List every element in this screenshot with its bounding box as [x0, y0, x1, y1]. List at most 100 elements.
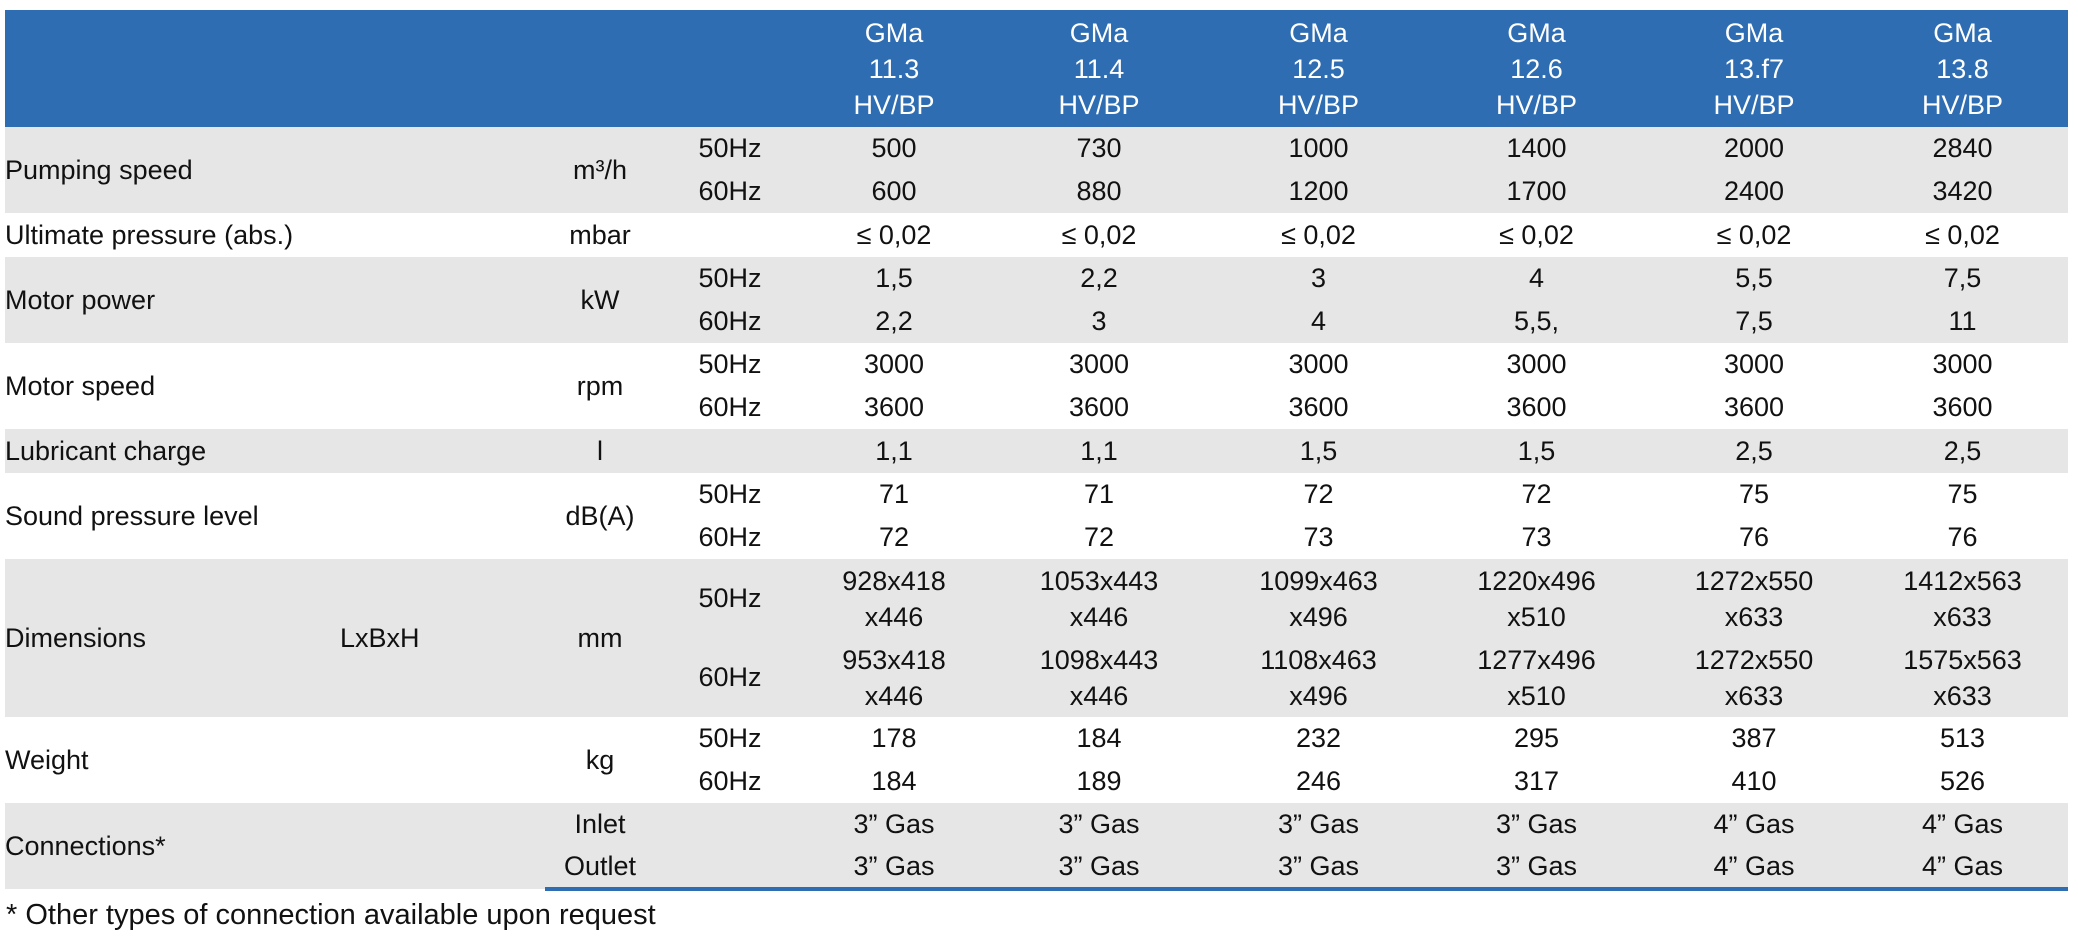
connections-row-inlet: Connections* Inlet 3” Gas 3” Gas 3” Gas …: [5, 803, 2068, 889]
model-header: GMa 13.8 HV/BP: [1857, 10, 2068, 127]
model-header: GMa 12.6 HV/BP: [1422, 10, 1651, 127]
value-cell: 4” Gas: [1651, 803, 1857, 846]
param-label: Motor power: [5, 257, 340, 343]
param-unit: mm: [545, 559, 655, 717]
param-unit: kg: [585, 744, 615, 775]
param-sublabel: [340, 473, 545, 559]
model-number: 13.f7: [1723, 53, 1785, 84]
value-cell: 72: [1303, 479, 1334, 509]
value-cell: 4” Gas: [1857, 846, 2068, 891]
param-unit: rpm: [576, 370, 624, 401]
value-cell: 2840: [1857, 127, 2068, 170]
value-cell: 7,5: [1857, 257, 2068, 300]
frequency-label: 50Hz: [698, 479, 762, 509]
value-cell: 317: [1513, 766, 1560, 796]
value-cell: 1400: [1422, 127, 1651, 170]
value-cell: 71: [878, 479, 910, 509]
value-cell: 2,5: [1857, 429, 2068, 473]
connection-type-label: Outlet: [545, 846, 655, 891]
param-label: Lubricant charge: [5, 429, 340, 473]
value-cell: 3” Gas: [805, 803, 983, 846]
value-cell: 5,5: [1651, 257, 1857, 300]
value-cell: 500: [805, 127, 983, 170]
model-header: GMa 13.f7 HV/BP: [1651, 10, 1857, 127]
value-cell: 1,5: [1215, 429, 1422, 473]
model-variant: HV/BP: [1058, 89, 1140, 120]
param-unit: m³/h: [545, 127, 655, 213]
value-cell: 3000: [1068, 349, 1130, 379]
value-cell: 72: [878, 522, 910, 552]
sound-pressure-row-50hz: Sound pressure level dB(A) 50Hz 71 71 72…: [5, 473, 2068, 531]
value-cell: 3” Gas: [1215, 803, 1422, 846]
dimension-line: 1412x563: [1903, 565, 2022, 596]
param-sublabel: [340, 717, 545, 803]
param-label: Pumping speed: [5, 127, 340, 213]
param-unit: mbar: [569, 219, 631, 250]
value-cell: 3: [1215, 257, 1422, 300]
motor-power-row-60hz: 60Hz 2,2 3 4 5,5, 7,5 11: [5, 300, 2068, 343]
value-cell: 387: [1731, 723, 1777, 753]
frequency-label: [655, 803, 805, 846]
value-cell: 1575x563 x633: [1857, 638, 2068, 717]
value-cell: 4” Gas: [1857, 803, 2068, 846]
param-label: Dimensions: [5, 559, 340, 717]
value-cell: 2400: [1651, 170, 1857, 213]
lubricant-charge-row: Lubricant charge l 1,1 1,1 1,5 1,5 2,5 2…: [5, 429, 2068, 473]
value-cell: 4: [1422, 257, 1651, 300]
dimensions-row-60hz: 60Hz 953x418 x446 1098x443 x446 1108x463 x4…: [5, 638, 2068, 717]
motor-speed-row-50hz: Motor speed rpm 50Hz 3000 3000 3000 3000…: [5, 343, 2068, 401]
frequency-label: [655, 846, 805, 891]
frequency-label: 60Hz: [698, 522, 762, 552]
value-cell: 3000: [1506, 349, 1567, 379]
frequency-label: 50Hz: [698, 349, 762, 379]
value-cell: 3600: [1723, 392, 1785, 422]
value-cell: 184: [1076, 723, 1122, 753]
model-series: GMa: [864, 17, 924, 48]
value-cell: 1053x443 x446: [983, 559, 1215, 638]
dimension-line: x633: [1724, 601, 1784, 632]
model-variant: HV/BP: [1713, 89, 1795, 120]
value-cell: ≤ 0,02: [1716, 219, 1792, 250]
frequency-label: 50Hz: [655, 257, 805, 300]
param-label: Sound pressure level: [5, 500, 259, 531]
value-cell: 410: [1731, 766, 1777, 796]
dimension-line: 1272x550: [1694, 565, 1814, 596]
value-cell: 3000: [1932, 349, 1993, 379]
model-number: 12.5: [1292, 53, 1345, 84]
model-header: GMa 11.4 HV/BP: [983, 10, 1215, 127]
model-variant: HV/BP: [1921, 89, 2004, 120]
value-cell: 3600: [863, 392, 925, 422]
model-variant: HV/BP: [1277, 89, 1360, 120]
dimension-line: x446: [1069, 680, 1129, 711]
param-sublabel: [340, 803, 545, 889]
sound-pressure-row-60hz: 60Hz 72 72 73 73 76 76: [5, 516, 2068, 559]
value-cell: 73: [1521, 522, 1552, 552]
dimension-line: 1053x443: [1039, 565, 1159, 596]
value-cell: 600: [805, 170, 983, 213]
value-cell: ≤ 0,02: [1925, 219, 2000, 250]
dimension-line: x446: [1069, 601, 1129, 632]
weight-row-60hz: 60Hz 184 189 246 317 410 526: [5, 760, 2068, 803]
spec-table: GMa 11.3 HV/BP GMa 11.4 HV/BP GMa 12.5 H…: [5, 10, 2068, 891]
value-cell: 3” Gas: [1422, 846, 1651, 891]
model-series: GMa: [1069, 17, 1129, 48]
value-cell: 246: [1295, 766, 1342, 796]
value-cell: 295: [1513, 723, 1560, 753]
value-cell: 1272x550 x633: [1651, 559, 1857, 638]
param-label: Motor speed: [5, 370, 156, 401]
frequency-label: 60Hz: [698, 392, 762, 422]
value-cell: 1277x496 x510: [1422, 638, 1651, 717]
value-cell: 2,5: [1651, 429, 1857, 473]
value-cell: 1,1: [983, 429, 1215, 473]
param-sublabel: [340, 213, 545, 257]
dimension-line: x510: [1507, 680, 1566, 711]
value-cell: 2000: [1651, 127, 1857, 170]
dimension-line: 1098x443: [1039, 644, 1159, 675]
weight-row-50hz: Weight kg 50Hz 178 184 232 295 387 513: [5, 717, 2068, 775]
header-empty-cell: [5, 10, 340, 127]
dimension-line: x510: [1507, 601, 1566, 632]
value-cell: 72: [1083, 522, 1115, 552]
model-header: GMa 11.3 HV/BP: [805, 10, 983, 127]
frequency-label: 60Hz: [655, 638, 805, 717]
value-cell: ≤ 0,02: [1061, 219, 1137, 250]
